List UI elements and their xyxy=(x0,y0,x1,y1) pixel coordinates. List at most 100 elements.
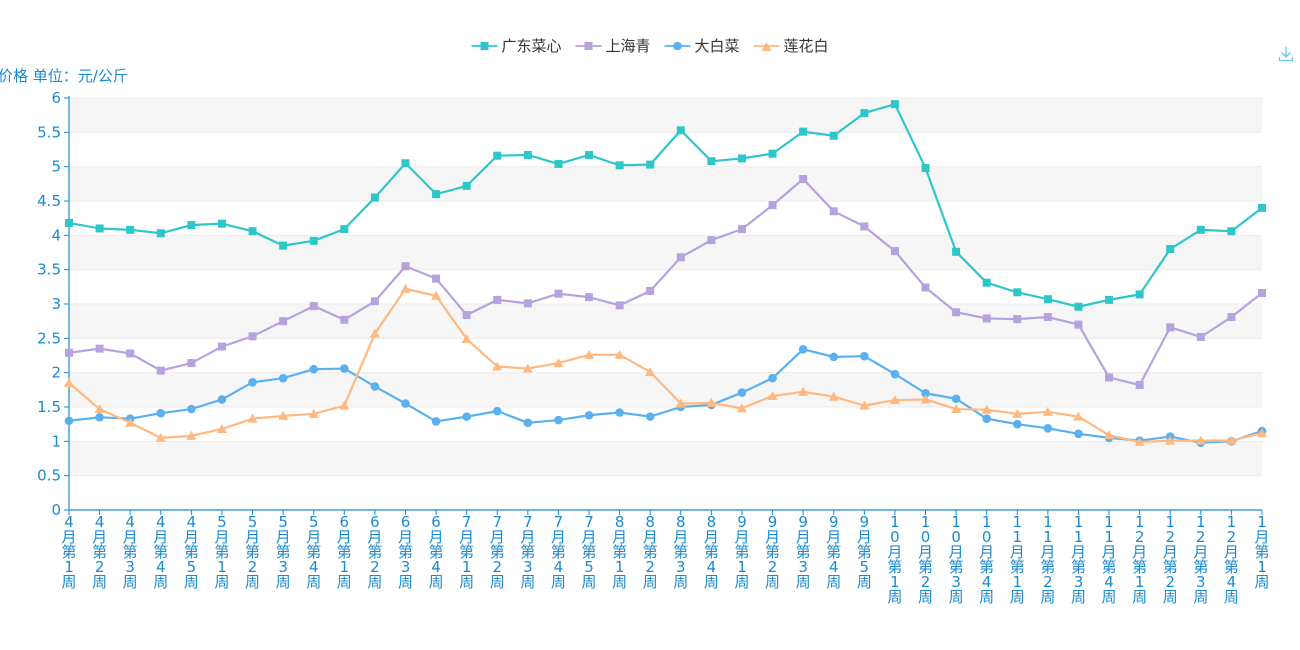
data-point[interactable] xyxy=(615,161,624,170)
data-point[interactable] xyxy=(859,400,870,410)
data-point[interactable] xyxy=(1013,288,1022,297)
data-point[interactable] xyxy=(982,314,991,323)
data-point[interactable] xyxy=(401,159,410,168)
data-point[interactable] xyxy=(615,301,624,310)
data-point[interactable] xyxy=(1012,419,1022,429)
data-point[interactable] xyxy=(492,406,502,416)
data-point[interactable] xyxy=(247,413,258,423)
data-point[interactable] xyxy=(431,290,442,300)
data-point[interactable] xyxy=(340,364,349,373)
data-point[interactable] xyxy=(799,127,808,136)
data-point[interactable] xyxy=(829,352,839,362)
data-point[interactable] xyxy=(921,283,930,292)
data-point[interactable] xyxy=(614,349,625,359)
data-point[interactable] xyxy=(523,299,532,308)
data-point[interactable] xyxy=(921,164,930,173)
data-point[interactable] xyxy=(1196,225,1205,234)
data-point[interactable] xyxy=(217,342,226,351)
data-point[interactable] xyxy=(1135,381,1144,390)
data-point[interactable] xyxy=(799,175,808,184)
data-point[interactable] xyxy=(1227,313,1236,322)
data-point[interactable] xyxy=(522,363,533,373)
data-point[interactable] xyxy=(737,154,746,163)
data-point[interactable] xyxy=(645,366,656,376)
data-point[interactable] xyxy=(492,361,503,371)
data-point[interactable] xyxy=(798,386,809,396)
data-point[interactable] xyxy=(951,404,962,414)
data-point[interactable] xyxy=(523,418,533,428)
data-point[interactable] xyxy=(1166,323,1175,332)
data-point[interactable] xyxy=(461,334,472,344)
data-point[interactable] xyxy=(187,359,196,368)
data-point[interactable] xyxy=(585,150,594,159)
data-point[interactable] xyxy=(95,413,104,422)
data-point[interactable] xyxy=(1042,406,1053,416)
data-point[interactable] xyxy=(768,149,777,158)
data-point[interactable] xyxy=(309,364,319,374)
data-point[interactable] xyxy=(187,221,196,230)
data-point[interactable] xyxy=(767,391,778,401)
data-point[interactable] xyxy=(278,410,289,420)
data-point[interactable] xyxy=(1195,435,1206,445)
data-point[interactable] xyxy=(707,157,716,166)
data-point[interactable] xyxy=(340,225,349,234)
data-point[interactable] xyxy=(951,394,961,404)
data-point[interactable] xyxy=(1073,411,1084,421)
data-point[interactable] xyxy=(828,391,839,401)
data-point[interactable] xyxy=(737,388,747,397)
data-point[interactable] xyxy=(585,293,594,302)
data-point[interactable] xyxy=(981,404,992,414)
data-point[interactable] xyxy=(1258,203,1266,212)
data-point[interactable] xyxy=(1105,295,1114,304)
data-point[interactable] xyxy=(369,328,380,338)
data-point[interactable] xyxy=(584,410,594,420)
data-point[interactable] xyxy=(401,262,410,271)
data-point[interactable] xyxy=(309,302,318,311)
data-point[interactable] xyxy=(400,283,411,293)
data-point[interactable] xyxy=(1074,320,1083,329)
data-point[interactable] xyxy=(248,377,257,387)
data-point[interactable] xyxy=(675,398,686,408)
data-point[interactable] xyxy=(921,388,930,398)
data-point[interactable] xyxy=(248,332,257,341)
data-point[interactable] xyxy=(156,229,165,238)
data-point[interactable] xyxy=(94,404,105,414)
data-point[interactable] xyxy=(889,395,900,405)
data-point[interactable] xyxy=(1074,429,1083,439)
data-point[interactable] xyxy=(523,150,532,159)
data-point[interactable] xyxy=(920,394,931,404)
data-point[interactable] xyxy=(554,289,563,298)
data-point[interactable] xyxy=(982,278,991,287)
data-point[interactable] xyxy=(370,193,379,202)
legend-item-4[interactable]: 莲花白 xyxy=(753,37,829,55)
download-icon[interactable] xyxy=(1278,46,1294,62)
data-point[interactable] xyxy=(1105,373,1114,382)
legend-item-1[interactable]: 广东菜心 xyxy=(471,37,562,55)
data-point[interactable] xyxy=(432,274,441,283)
data-point[interactable] xyxy=(706,397,717,407)
data-point[interactable] xyxy=(554,415,563,425)
data-point[interactable] xyxy=(1196,332,1205,341)
data-point[interactable] xyxy=(216,423,227,433)
legend-item-3[interactable]: 大白菜 xyxy=(664,37,740,55)
data-point[interactable] xyxy=(1165,435,1176,445)
data-point[interactable] xyxy=(829,131,838,140)
data-point[interactable] xyxy=(646,160,655,169)
data-point[interactable] xyxy=(676,126,685,135)
data-point[interactable] xyxy=(65,348,73,357)
data-point[interactable] xyxy=(187,404,196,414)
data-point[interactable] xyxy=(156,408,166,418)
data-point[interactable] xyxy=(217,219,226,228)
data-point[interactable] xyxy=(554,159,563,168)
data-point[interactable] xyxy=(126,225,135,234)
data-point[interactable] xyxy=(493,295,502,304)
data-point[interactable] xyxy=(1226,435,1237,445)
data-point[interactable] xyxy=(982,414,991,423)
data-point[interactable] xyxy=(279,317,288,326)
data-point[interactable] xyxy=(1104,430,1115,440)
data-point[interactable] xyxy=(890,100,899,109)
data-point[interactable] xyxy=(952,308,961,317)
data-point[interactable] xyxy=(65,218,73,227)
data-point[interactable] xyxy=(1012,408,1023,418)
data-point[interactable] xyxy=(736,403,747,413)
